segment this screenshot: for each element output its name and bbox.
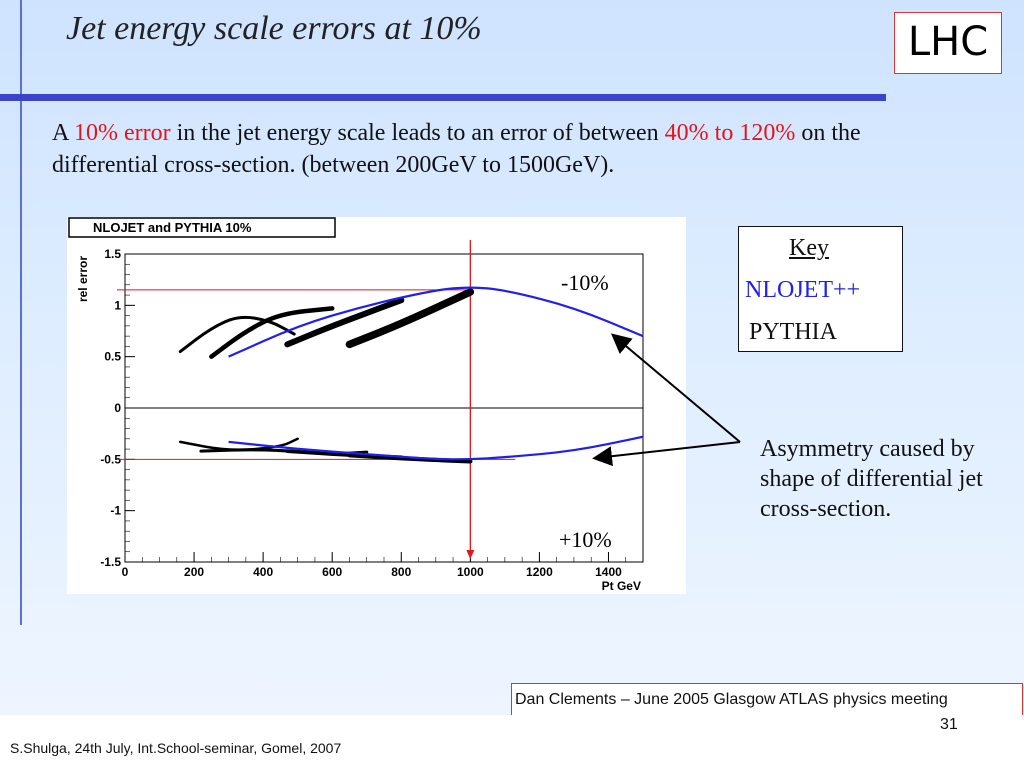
x-tick-label: 800: [391, 565, 411, 579]
body-text-1: A: [52, 120, 75, 146]
vertical-reference-arrowhead: [466, 550, 475, 559]
body-paragraph: A 10% error in the jet energy scale lead…: [52, 117, 952, 181]
credit-box: Dan Clements – June 2005 Glasgow ATLAS p…: [511, 683, 1023, 716]
rel-error-chart: NLOJET and PYTHIA 10% -1.5 -1 -0.5 0 0.5 1 1.5 0…: [68, 217, 644, 593]
pythia-upper-curve: [178, 315, 296, 354]
chart-title: NLOJET and PYTHIA 10%: [93, 220, 252, 235]
key-pythia: PYTHIA: [749, 319, 837, 345]
y-tick-label: 0: [114, 401, 121, 415]
x-axis-label: Pt GeV: [602, 579, 641, 593]
slide-title: Jet energy scale errors at 10%: [66, 10, 482, 47]
plus-10-label: +10%: [559, 527, 612, 552]
y-tick-label: 1: [114, 298, 121, 312]
body-highlight-1: 10% error: [74, 120, 171, 146]
x-tick-label: 0: [122, 565, 129, 579]
asymmetry-note: Asymmetry caused by shape of differentia…: [760, 436, 983, 522]
key-title: Key: [789, 235, 829, 261]
y-tick-label: -1: [110, 504, 121, 518]
pythia-upper-curve: [209, 306, 335, 359]
x-tick-label: 400: [253, 565, 273, 579]
pythia-upper-curve: [284, 297, 405, 348]
key-nlojet: NLOJET++: [745, 277, 861, 303]
x-tick-label: 200: [184, 565, 204, 579]
pythia-lower-curve: [347, 453, 473, 464]
body-text-2: in the jet energy scale leads to an erro…: [170, 120, 665, 146]
y-tick-label: -1.5: [100, 555, 121, 569]
chart-panel: NLOJET and PYTHIA 10% -1.5 -1 -0.5 0 0.5 1 1.5 0…: [67, 217, 686, 594]
nlojet-lower-curve: [228, 435, 644, 461]
x-tick-label: 1000: [457, 565, 484, 579]
lhc-badge: LHC: [894, 12, 1002, 74]
footer-bar: [0, 715, 1024, 768]
x-tick-label: 600: [322, 565, 342, 579]
x-tick-label: 1400: [595, 565, 622, 579]
author-footer: S.Shulga, 24th July, Int.School-seminar,…: [10, 740, 342, 756]
chart-title-box: [68, 217, 336, 238]
title-underline: [0, 94, 886, 101]
nlojet-upper-curve: [228, 286, 644, 358]
y-tick-label: -0.5: [100, 452, 121, 466]
pythia-upper-curve: [345, 288, 475, 349]
y-tick-label: 1.5: [104, 247, 121, 261]
body-highlight-2: 40% to 120%: [664, 120, 796, 146]
y-axis-label: rel error: [76, 256, 90, 302]
y-tick-label: 0.5: [104, 350, 121, 364]
page-number: 31: [940, 716, 958, 733]
x-tick-label: 1200: [526, 565, 553, 579]
minus-10-label: -10%: [561, 270, 609, 295]
key-box: Key NLOJET++ PYTHIA: [738, 226, 903, 352]
slide-background: Jet energy scale errors at 10% LHC A 10%…: [0, 0, 1024, 716]
body-text-3: on the differential cross-section. (betw…: [52, 120, 861, 178]
left-vertical-rule: [20, 0, 22, 625]
